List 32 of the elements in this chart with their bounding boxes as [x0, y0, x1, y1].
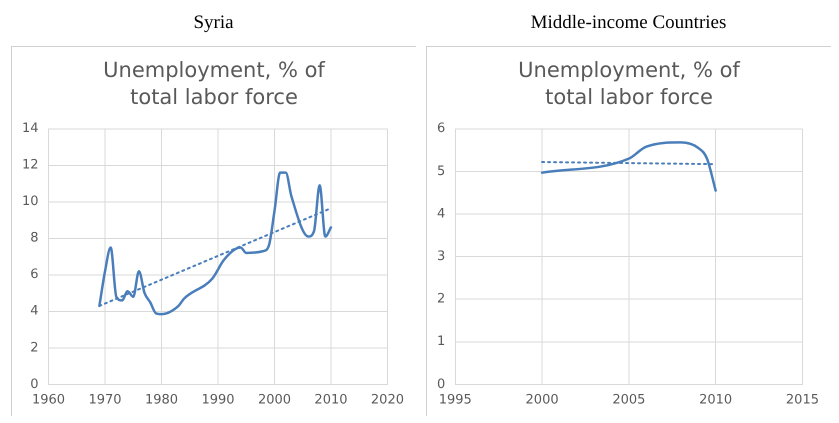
y-tick-label: 2 — [30, 340, 39, 356]
x-tick-label: 2020 — [370, 392, 404, 408]
y-tick-label: 14 — [22, 121, 39, 136]
x-tick-label: 2000 — [258, 392, 292, 408]
x-tick-label: 1960 — [32, 392, 66, 408]
x-tick-label: 2000 — [526, 392, 559, 408]
chart-title: Syria — [193, 11, 234, 35]
y-tick-label: 10 — [22, 194, 39, 210]
x-tick-label: 1980 — [144, 392, 178, 408]
x-tick-label: 2015 — [786, 392, 820, 408]
chart-subtitle: Unemployment, % of total labor force — [517, 57, 742, 111]
y-tick-label: 6 — [436, 121, 446, 136]
y-tick-label: 0 — [436, 376, 446, 392]
x-tick-label: 2010 — [699, 392, 732, 408]
y-tick-label: 3 — [436, 248, 446, 264]
y-tick-label: 5 — [436, 164, 446, 179]
chart-subtitle: Unemployment, % of total labor force — [102, 57, 326, 111]
x-tick-label: 2010 — [314, 392, 348, 408]
chart-title: Middle-income Countries — [530, 11, 726, 35]
x-tick-label: 1995 — [438, 392, 472, 408]
x-tick-label: 1970 — [88, 392, 122, 408]
y-tick-label: 0 — [30, 376, 39, 392]
y-tick-label: 4 — [30, 304, 39, 319]
y-tick-label: 1 — [436, 334, 446, 350]
y-tick-label: 6 — [30, 267, 39, 282]
y-tick-label: 2 — [436, 292, 446, 307]
line-series — [540, 141, 717, 192]
x-tick-label: 2005 — [612, 392, 646, 408]
x-tick-label: 1990 — [201, 392, 235, 408]
y-tick-label: 8 — [30, 230, 39, 246]
y-tick-label: 4 — [436, 206, 446, 222]
y-tick-label: 12 — [22, 158, 39, 173]
